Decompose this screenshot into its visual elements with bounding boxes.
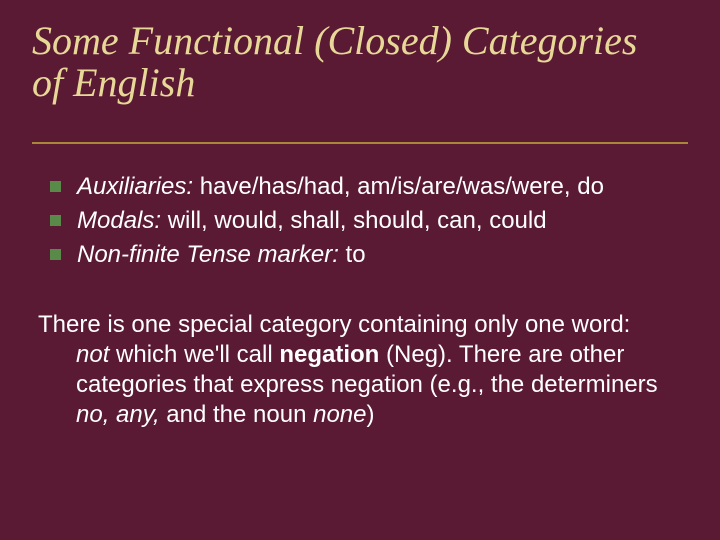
para-em-noany: no, any, xyxy=(76,401,160,428)
para-seg: and the noun xyxy=(160,401,313,428)
bullet-square-icon xyxy=(50,249,61,260)
body-paragraph: There is one special category containing… xyxy=(38,310,688,430)
bullet-item: Auxiliaries: have/has/had, am/is/are/was… xyxy=(50,172,688,202)
title-line-1: Some Functional (Closed) Categories xyxy=(32,18,637,63)
para-seg: which we'll call xyxy=(109,341,279,368)
para-seg: ) xyxy=(366,401,374,428)
bullet-label: Non-finite Tense marker: xyxy=(77,241,339,268)
slide-container: Some Functional (Closed) Categories of E… xyxy=(0,0,720,540)
para-seg: There is one special category containing… xyxy=(38,311,630,338)
title-underline xyxy=(32,142,688,144)
paragraph-text: There is one special category containing… xyxy=(38,310,668,430)
para-em-none: none xyxy=(313,401,366,428)
bullet-item: Non-finite Tense marker: to xyxy=(50,240,688,270)
bullet-list: Auxiliaries: have/has/had, am/is/are/was… xyxy=(50,172,688,270)
bullet-rest: will, would, shall, should, can, could xyxy=(161,207,547,234)
slide-title: Some Functional (Closed) Categories of E… xyxy=(32,20,688,114)
bullet-rest: to xyxy=(339,241,366,268)
bullet-rest: have/has/had, am/is/are/was/were, do xyxy=(193,173,604,200)
bullet-text: Auxiliaries: have/has/had, am/is/are/was… xyxy=(77,172,604,202)
bullet-text: Non-finite Tense marker: to xyxy=(77,240,366,270)
bullet-label: Modals: xyxy=(77,207,161,234)
bullet-square-icon xyxy=(50,181,61,192)
bullet-text: Modals: will, would, shall, should, can,… xyxy=(77,206,547,236)
title-line-2: of English xyxy=(32,60,195,105)
bullet-item: Modals: will, would, shall, should, can,… xyxy=(50,206,688,236)
bullet-label: Auxiliaries: xyxy=(77,173,193,200)
para-strong-negation: negation xyxy=(279,341,379,368)
bullet-square-icon xyxy=(50,215,61,226)
para-em-not: not xyxy=(76,341,109,368)
